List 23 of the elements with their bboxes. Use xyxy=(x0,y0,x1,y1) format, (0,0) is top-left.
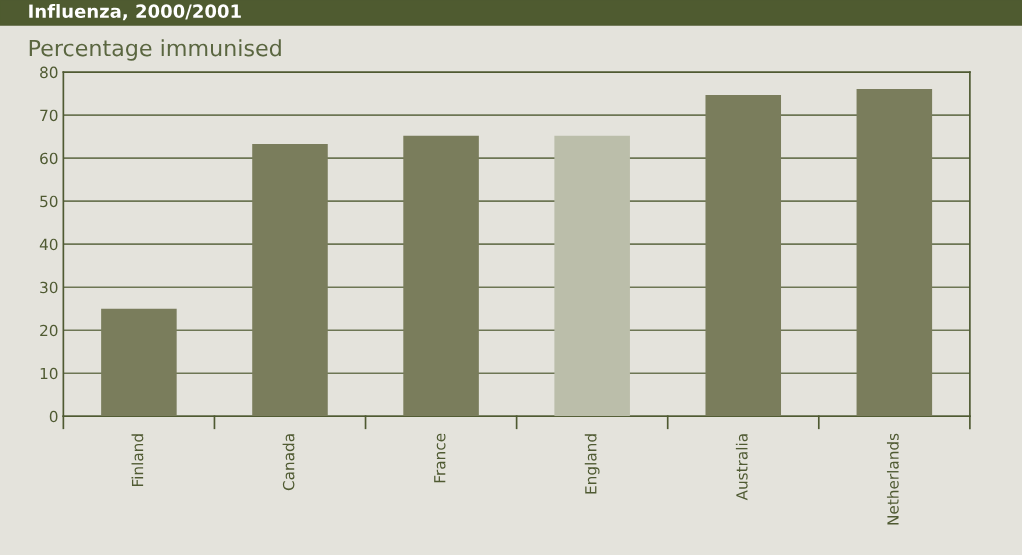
y-tick-label: 20 xyxy=(40,324,58,337)
y-tick-label: 0 xyxy=(49,410,58,423)
bar xyxy=(252,143,328,417)
bar xyxy=(101,308,177,417)
y-tick-label: 50 xyxy=(40,195,58,208)
y-tick-label: 60 xyxy=(40,152,58,165)
y-tick-label: 10 xyxy=(40,367,58,380)
x-tick-label: Canada xyxy=(282,434,295,491)
bar xyxy=(403,135,479,417)
bar xyxy=(856,88,933,417)
x-tick-label: England xyxy=(584,434,600,494)
chart-subtitle: Percentage immunised xyxy=(29,39,281,61)
y-tick-label: 80 xyxy=(40,66,58,79)
y-tick-label: 30 xyxy=(40,281,58,294)
bar xyxy=(705,94,782,417)
x-tick-label: Australia xyxy=(735,434,748,501)
x-tick-label: Finland xyxy=(131,434,144,487)
bar xyxy=(554,135,630,417)
y-tick-label: 40 xyxy=(39,238,58,251)
y-tick-label: 70 xyxy=(40,109,58,122)
chart-title: Influenza, 2000/2001 xyxy=(29,4,241,21)
x-tick-label: Netherlands xyxy=(886,433,899,525)
x-tick-label: France xyxy=(434,433,446,483)
